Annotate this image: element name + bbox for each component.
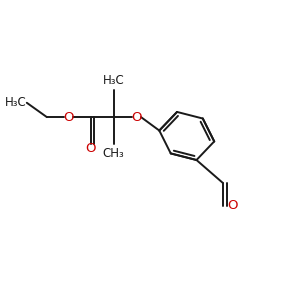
Text: O: O [131,111,142,124]
Text: H₃C: H₃C [5,96,27,109]
Text: H₃C: H₃C [103,74,124,87]
Text: O: O [85,142,96,155]
Text: O: O [63,111,74,124]
Text: CH₃: CH₃ [103,147,124,160]
Text: O: O [227,199,238,212]
